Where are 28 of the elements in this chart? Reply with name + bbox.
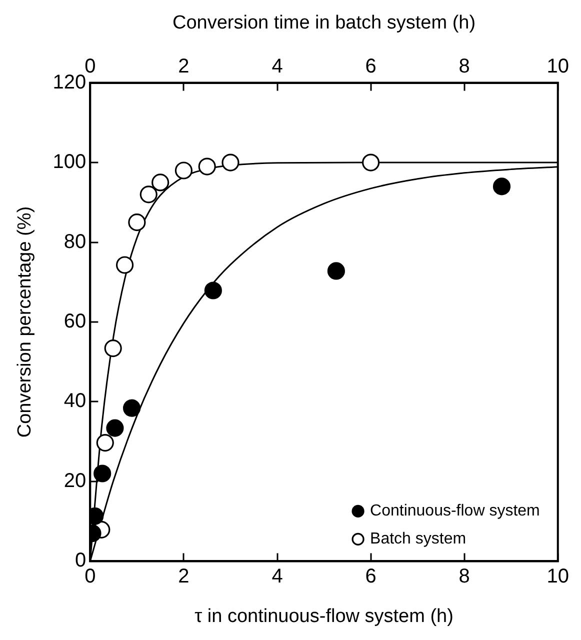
- x2-axis-title: Conversion time in batch system (h): [172, 12, 476, 34]
- x-axis-title: τ in continuous-flow system (h): [194, 606, 454, 627]
- x2-tick-label: 8: [458, 55, 470, 78]
- point: [122, 399, 141, 417]
- point: [204, 282, 222, 300]
- x-tick-label: 6: [365, 566, 376, 588]
- y-tick-label: 100: [52, 151, 86, 174]
- y-tick-label: 0: [75, 550, 86, 572]
- y-tick-label: 40: [64, 390, 86, 412]
- x2-tick-label: 10: [546, 55, 569, 78]
- x-tick-label: 4: [272, 566, 283, 588]
- point: [106, 419, 124, 437]
- x-tick-label: 8: [458, 566, 470, 588]
- legend-label: Continuous-flow system: [370, 502, 540, 520]
- point: [327, 262, 345, 280]
- x-tick-label: 10: [546, 566, 569, 588]
- y-axis-title: Conversion percentage (%): [14, 206, 36, 438]
- legend-label: Batch system: [370, 530, 466, 548]
- y-tick-label: 80: [64, 230, 86, 253]
- x-tick-label: 2: [178, 566, 190, 588]
- point: [492, 178, 511, 196]
- x2-tick-label: 6: [365, 55, 376, 78]
- y-tick-label: 20: [64, 470, 86, 492]
- point: [94, 464, 112, 482]
- x2-tick-label: 4: [272, 55, 283, 78]
- x2-tick-label: 2: [178, 55, 190, 78]
- y-tick-label: 60: [64, 310, 86, 333]
- y-tick-label: 120: [52, 71, 86, 94]
